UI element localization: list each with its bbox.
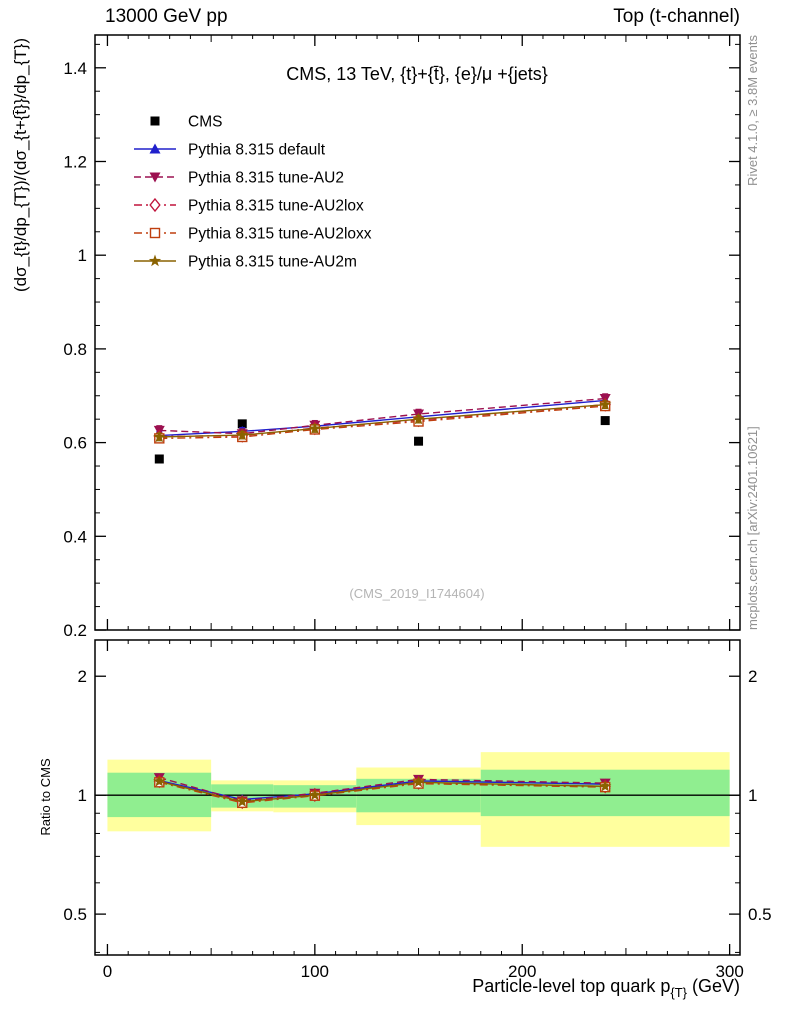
header-right: Top (t-channel) (613, 6, 740, 27)
data-point (414, 436, 424, 446)
legend-entry: Pythia 8.315 tune-AU2 (134, 170, 344, 187)
data-point (153, 774, 166, 787)
svg-text:1.4: 1.4 (63, 59, 87, 78)
svg-text:Pythia 8.315 default: Pythia 8.315 default (188, 142, 326, 159)
data-point (600, 416, 610, 426)
svg-text:CMS: CMS (188, 114, 222, 131)
data-point (149, 143, 161, 154)
svg-text:0: 0 (103, 962, 112, 981)
main-plot-frame (94, 34, 741, 631)
data-point (236, 795, 249, 807)
mcplots-arxiv-label: mcplots.cern.ch [arXiv:2401.10621] (745, 426, 760, 630)
svg-text:1: 1 (78, 786, 87, 805)
ratio-plot-frame (94, 639, 741, 956)
data-point (412, 775, 425, 788)
data-point (149, 227, 161, 239)
svg-text:200: 200 (508, 962, 536, 981)
svg-text:2: 2 (748, 667, 757, 686)
y-axis-label-main: (dσ_{t}/dp_{T})/(dσ_{t+{t̄}}/dp_{T}) (11, 38, 30, 292)
data-point (308, 788, 322, 801)
data-point (149, 197, 161, 213)
ratio-y-ticks: 0.5 0.5 1 1 2 2 (63, 667, 772, 953)
legend-entry: Pythia 8.315 tune-AU2m (134, 254, 357, 271)
data-point (236, 428, 249, 441)
svg-text:0.5: 0.5 (748, 905, 772, 924)
svg-text:Pythia 8.315 tune-AU2m: Pythia 8.315 tune-AU2m (188, 254, 357, 271)
header-left: 13000 GeV pp (105, 6, 228, 27)
y-axis-label-ratio: Ratio to CMS (38, 758, 53, 836)
x-axis-label-sub: {T} (670, 985, 687, 1000)
data-point (308, 422, 322, 434)
ratio-uncertainty-bands (107, 752, 730, 847)
svg-text:0.5: 0.5 (63, 905, 87, 924)
data-point (599, 779, 612, 792)
svg-text:Pythia 8.315 tune-AU2loxx: Pythia 8.315 tune-AU2loxx (188, 226, 372, 243)
data-point (148, 254, 162, 267)
series-ratio-pythia-8-315-tune-au2m (153, 774, 612, 807)
svg-text:Pythia 8.315 tune-AU2: Pythia 8.315 tune-AU2 (188, 170, 344, 187)
legend-entry: Pythia 8.315 tune-AU2loxx (134, 226, 372, 243)
series-line (159, 781, 606, 804)
x-axis-label: Particle-level top quark p{T} (GeV) (472, 976, 740, 1000)
svg-text:1: 1 (748, 786, 757, 805)
legend-entry: CMS (150, 114, 222, 131)
svg-text:0.4: 0.4 (63, 527, 87, 546)
series-line (159, 397, 606, 435)
data-point (237, 419, 247, 429)
svg-text:1.2: 1.2 (63, 152, 87, 171)
legend-entry: Pythia 8.315 default (134, 142, 326, 159)
data-point (412, 412, 425, 425)
legend: CMS Pythia 8.315 default Pythia 8.315 tune… (134, 114, 372, 271)
data-point (150, 116, 160, 126)
svg-text:0.6: 0.6 (63, 434, 87, 453)
data-point (599, 398, 612, 410)
data-point (149, 172, 161, 183)
svg-text:300: 300 (715, 962, 743, 981)
svg-text:Pythia 8.315 tune-AU2lox: Pythia 8.315 tune-AU2lox (188, 198, 364, 215)
main-y-ticks: 0.2 0.4 0.6 0.8 1 1.2 1.4 (63, 43, 740, 640)
x-axis-label-pre: Particle-level top quark p (472, 976, 670, 996)
svg-text:100: 100 (301, 962, 329, 981)
svg-text:2: 2 (78, 667, 87, 686)
plot-title: CMS, 13 TeV, {t}+{t̄}, {e}/μ +{jets} (286, 64, 548, 84)
svg-text:0.8: 0.8 (63, 340, 87, 359)
plot-frames (94, 34, 741, 956)
svg-text:1: 1 (78, 246, 87, 265)
data-point (154, 454, 164, 464)
x-axis-label-post: (GeV) (687, 976, 740, 996)
rivet-version-label: Rivet 4.1.0, ≥ 3.8M events (745, 35, 760, 186)
legend-entry: Pythia 8.315 tune-AU2lox (134, 198, 364, 215)
svg-text:0.2: 0.2 (63, 621, 87, 640)
data-point (153, 430, 166, 443)
watermark: (CMS_2019_I1744604) (349, 586, 484, 601)
plot-layer: 0.2 0.4 0.6 0.8 1 1.2 1.4 0.5 0.5 1 1 2 2 0 100 200 300 C… (63, 34, 772, 981)
series-line (159, 405, 606, 440)
series-main-pythia-8-315-tune-au2m (153, 398, 612, 443)
x-ticks: 0 100 200 300 (103, 35, 744, 981)
